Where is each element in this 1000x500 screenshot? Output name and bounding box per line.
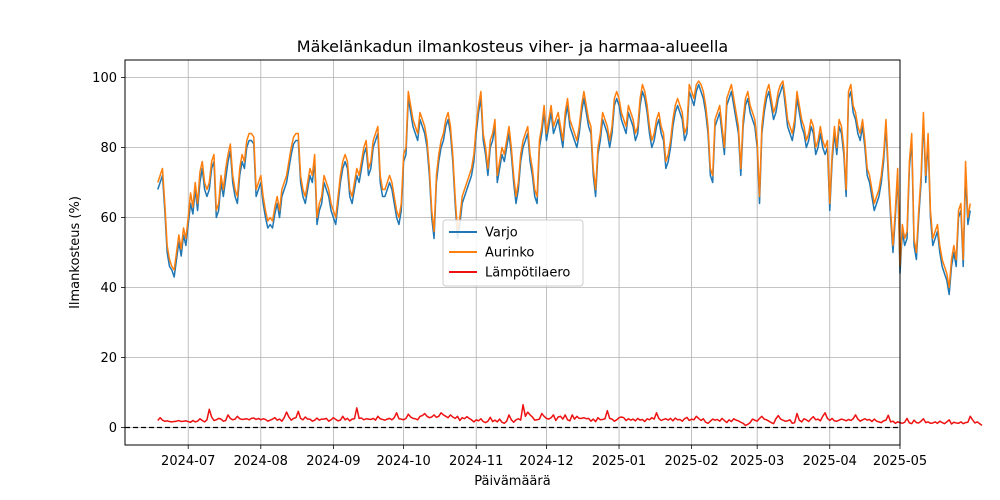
x-tick-label: 2024-08: [234, 454, 288, 469]
y-tick-label: 40: [100, 281, 117, 296]
y-axis-title: Ilmankosteus (%): [68, 196, 83, 309]
y-tick-label: 80: [100, 141, 117, 156]
legend-label-varjo: Varjo: [485, 226, 518, 241]
x-tick-label: 2024-10: [376, 454, 430, 469]
legend: Varjo Aurinko Lämpötilaero: [442, 219, 584, 287]
series-lines: [157, 80, 983, 427]
legend-box: [442, 219, 584, 287]
y-tick-label: 20: [100, 351, 117, 366]
x-tick-label: 2025-05: [873, 454, 927, 469]
x-tick-label: 2025-01: [592, 454, 646, 469]
y-tick-label: 0: [109, 421, 117, 436]
legend-label-lampotilaero: Lämpötilaero: [485, 266, 570, 281]
legend-label-aurinko: Aurinko: [485, 246, 534, 261]
chart-title: Mäkelänkadun ilmankosteus viher- ja harm…: [297, 37, 728, 56]
series-line-lampotilaero: [157, 404, 983, 427]
y-axis-ticks: 0 20 40 60 80 100: [92, 71, 125, 436]
x-tick-label: 2024-11: [449, 454, 503, 469]
x-tick-label: 2024-07: [161, 454, 215, 469]
series-line-aurinko: [157, 80, 971, 289]
x-tick-label: 2025-02: [664, 454, 718, 469]
y-tick-label: 60: [100, 211, 117, 226]
plot-frame: [124, 59, 901, 446]
x-axis-ticks: 2024-07 2024-08 2024-09 2024-10 2024-11 2024-…: [161, 445, 927, 469]
y-tick-label: 100: [92, 71, 117, 86]
x-axis-title: Päivämäärä: [474, 474, 550, 489]
x-tick-label: 2024-12: [519, 454, 573, 469]
x-tick-label: 2025-03: [730, 454, 784, 469]
x-tick-label: 2025-04: [803, 454, 857, 469]
x-tick-label: 2024-09: [306, 454, 360, 469]
